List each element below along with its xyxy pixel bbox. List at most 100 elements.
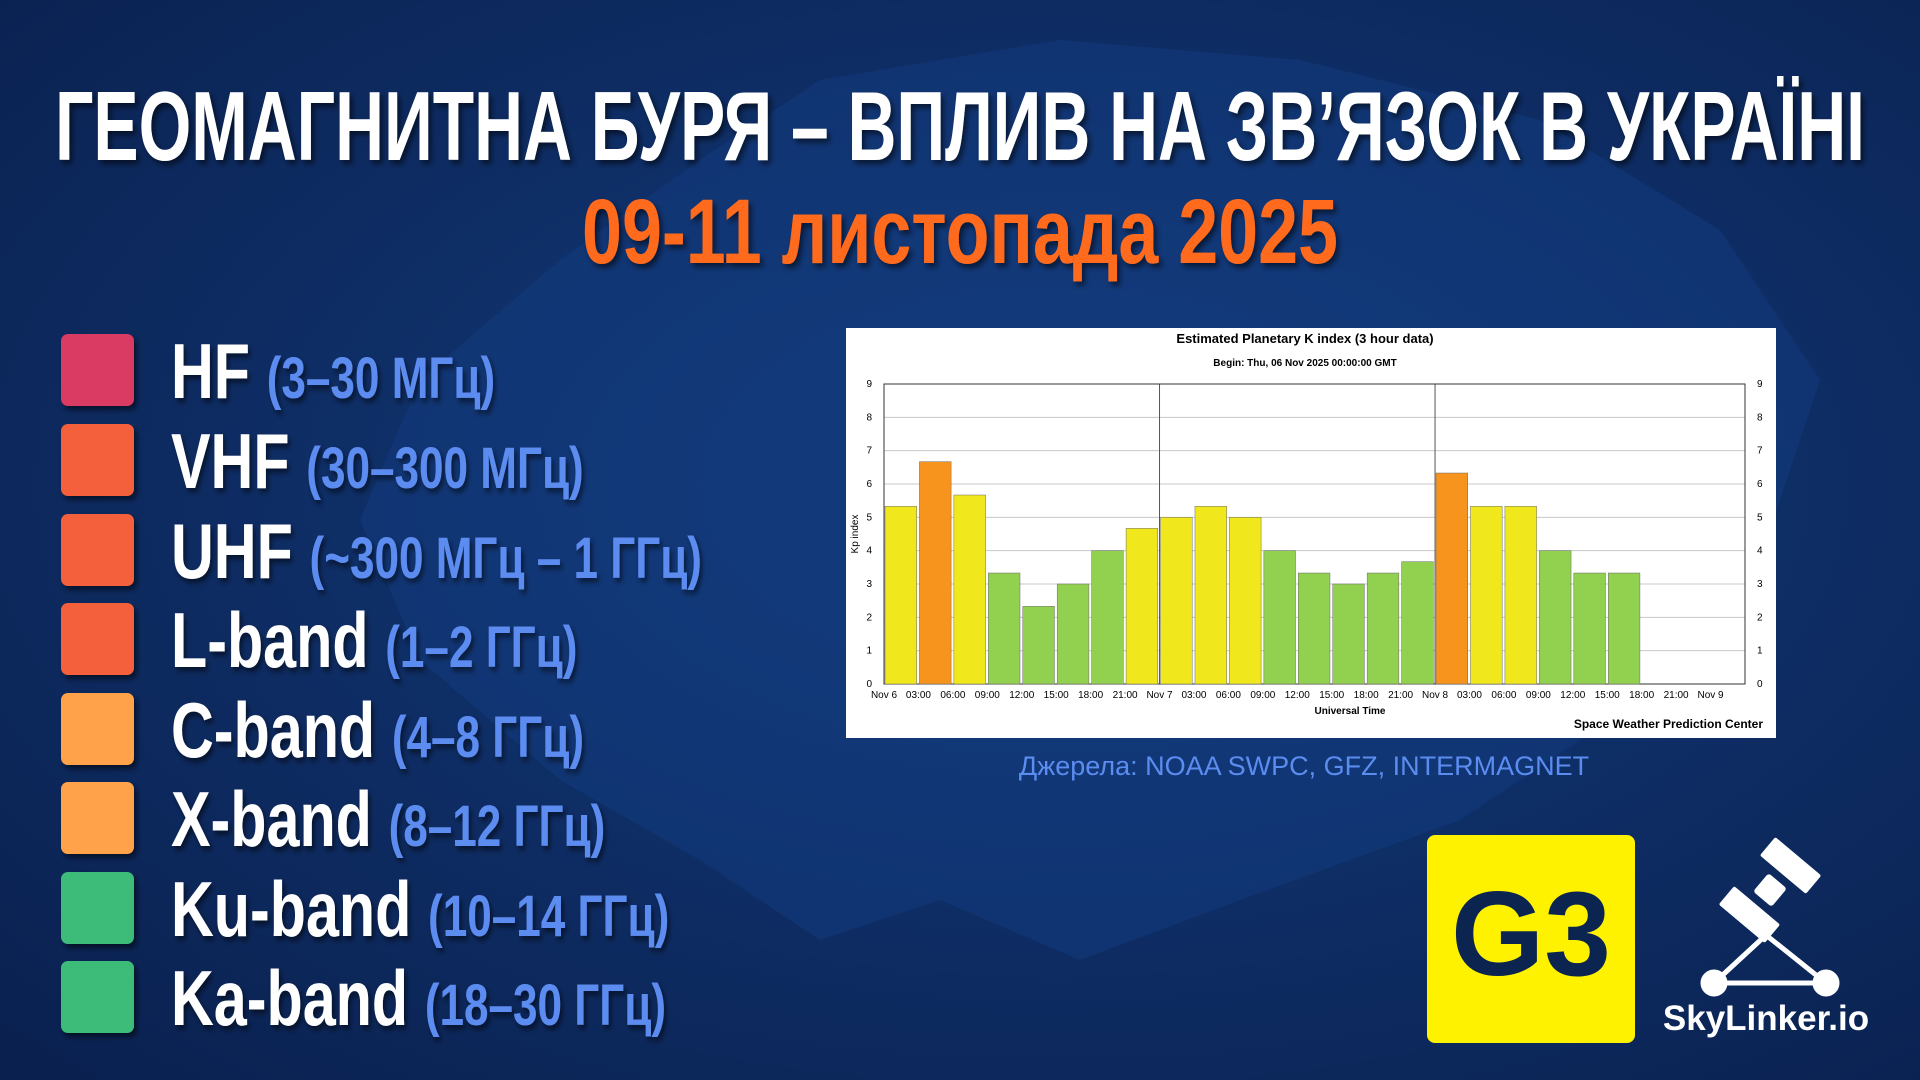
x-tick-label: 09:00	[1250, 690, 1275, 701]
bar	[1401, 561, 1434, 685]
x-tick-label: 06:00	[940, 690, 965, 701]
bar	[1470, 506, 1503, 685]
subtitle: 09-11 листопада 2025	[582, 181, 1338, 283]
x-tick-label: Nov 9	[1697, 690, 1724, 701]
x-tick-label: 15:00	[1044, 690, 1069, 701]
bar	[1298, 572, 1331, 685]
bar	[953, 494, 986, 685]
bar	[1022, 606, 1055, 685]
bar	[919, 461, 952, 685]
x-tick-label: Nov 8	[1422, 690, 1449, 701]
x-tick-label: 12:00	[1285, 690, 1310, 701]
band-range: (~300 МГц – 1 ГГц)	[310, 525, 702, 590]
bar	[1435, 472, 1468, 685]
title: ГЕОМАГНИТНА БУРЯ – ВПЛИВ НА ЗВ’ЯЗОК В УК…	[55, 71, 1865, 181]
x-tick-label: 09:00	[975, 690, 1000, 701]
bar	[988, 572, 1021, 685]
y2-tick-label: 4	[1757, 546, 1763, 557]
band-range: (1–2 ГГц)	[385, 614, 577, 679]
band-swatch	[61, 693, 134, 765]
band-range: (4–8 ГГц)	[392, 704, 584, 769]
band-range: (8–12 ГГц)	[389, 793, 606, 858]
band-label: VHF (30–300 МГц)	[171, 417, 584, 505]
chart-subtitle: Begin: Thu, 06 Nov 2025 00:00:00 GMT	[1213, 358, 1396, 369]
band-list: HF (3–30 МГц) VHF (30–300 МГц)UHF (~300 МГц …	[61, 327, 702, 1042]
logo-icon	[1700, 837, 1840, 997]
band-label: C-band (4–8 ГГц)	[171, 686, 584, 774]
bar	[1332, 583, 1365, 685]
y2-tick-label: 7	[1757, 446, 1763, 457]
bar	[1504, 506, 1537, 685]
y-axis-label: Kp index	[850, 515, 861, 554]
x-tick-label: 21:00	[1664, 690, 1689, 701]
band-range: (30–300 МГц)	[306, 435, 583, 500]
band-name: C-band	[171, 686, 375, 774]
x-tick-label: 18:00	[1354, 690, 1379, 701]
x-tick-label: 21:00	[1113, 690, 1138, 701]
x-tick-label: 03:00	[906, 690, 931, 701]
chart-credit: Space Weather Prediction Center	[1574, 717, 1764, 731]
band-name: UHF	[171, 507, 293, 595]
x-tick-label: 12:00	[1560, 690, 1585, 701]
band-swatch	[61, 424, 134, 496]
bar	[1607, 572, 1641, 685]
bar	[1091, 550, 1124, 685]
bar	[1263, 550, 1296, 685]
bar	[1229, 517, 1262, 685]
bar	[1125, 528, 1159, 685]
band-swatch	[61, 603, 134, 675]
logo-text: SkyLinker.io	[1663, 999, 1869, 1038]
y2-tick-label: 1	[1757, 646, 1763, 657]
band-label: Ku-band (10–14 ГГц)	[171, 865, 669, 953]
bar	[1056, 583, 1090, 685]
band-name: Ku-band	[171, 865, 411, 953]
bar	[1366, 572, 1400, 685]
band-range: (18–30 ГГц)	[425, 972, 666, 1037]
band-swatch	[61, 872, 134, 944]
x-tick-label: Nov 6	[871, 690, 898, 701]
y-tick-label: 2	[866, 612, 872, 623]
y2-tick-label: 0	[1757, 679, 1763, 690]
x-tick-label: 03:00	[1457, 690, 1482, 701]
g-scale-text: G3	[1451, 867, 1611, 1001]
band-range: (10–14 ГГц)	[428, 883, 669, 948]
y-tick-label: 4	[866, 546, 872, 557]
y-tick-label: 8	[866, 412, 872, 423]
y-tick-label: 3	[866, 579, 872, 590]
bar	[1573, 572, 1606, 685]
x-tick-label: 09:00	[1526, 690, 1551, 701]
y-tick-label: 5	[866, 512, 872, 523]
bar	[1539, 550, 1572, 685]
y2-tick-label: 2	[1757, 612, 1763, 623]
y2-tick-label: 5	[1757, 512, 1763, 523]
bar	[1160, 517, 1193, 685]
source-note: Джерела: NOAA SWPC, GFZ, INTERMAGNET	[1019, 751, 1589, 781]
y2-tick-label: 9	[1757, 379, 1763, 390]
band-label: UHF (~300 МГц – 1 ГГц)	[171, 507, 702, 595]
kp-chart: Estimated Planetary K index (3 hour data…	[846, 328, 1776, 738]
band-name: VHF	[171, 417, 290, 505]
x-tick-label: 06:00	[1216, 690, 1241, 701]
g-scale-badge	[1427, 835, 1635, 1043]
band-label: X-band (8–12 ГГц)	[171, 775, 605, 863]
bar	[1194, 506, 1227, 685]
bar	[884, 506, 917, 685]
x-tick-label: 21:00	[1388, 690, 1413, 701]
band-label: Ka-band (18–30 ГГц)	[171, 954, 666, 1042]
band-name: X-band	[171, 775, 372, 863]
band-swatch	[61, 782, 134, 854]
band-range: (3–30 МГц)	[267, 345, 495, 410]
x-axis-label: Universal Time	[1315, 706, 1386, 717]
y-tick-label: 0	[866, 679, 872, 690]
x-tick-label: 18:00	[1629, 690, 1654, 701]
y2-tick-label: 6	[1757, 479, 1763, 490]
x-tick-label: Nov 7	[1146, 690, 1173, 701]
y-tick-label: 9	[866, 379, 872, 390]
x-tick-label: 03:00	[1181, 690, 1206, 701]
x-tick-label: 06:00	[1491, 690, 1516, 701]
x-tick-label: 15:00	[1319, 690, 1344, 701]
x-tick-label: 15:00	[1595, 690, 1620, 701]
x-tick-label: 18:00	[1078, 690, 1103, 701]
